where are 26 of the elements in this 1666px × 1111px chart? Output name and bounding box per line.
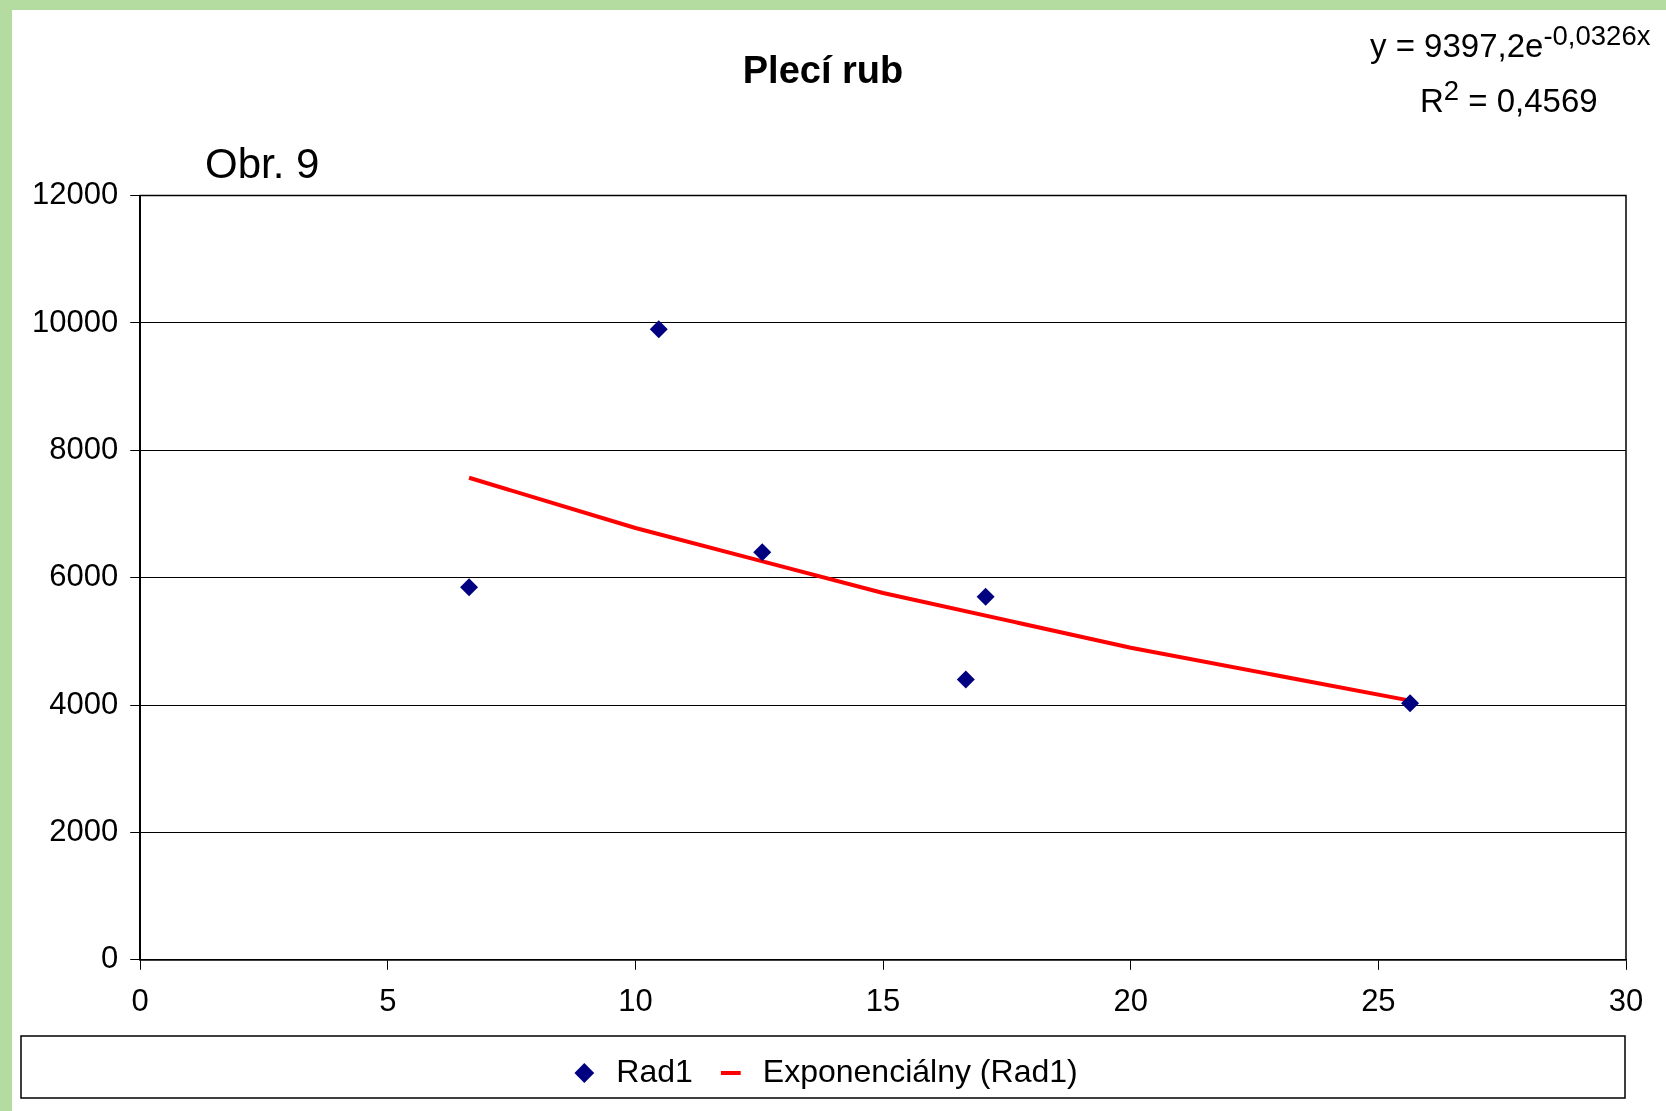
- x-tick-label: 10: [618, 982, 653, 1018]
- y-tick-label: 10000: [31, 303, 119, 339]
- legend-label: Rad1: [616, 1052, 693, 1089]
- x-tick-label: 25: [1361, 982, 1396, 1018]
- text: R$^{2}$ = 0,4569: [1420, 75, 1598, 120]
- point: [956, 670, 975, 689]
- x-tick-label: 30: [1608, 982, 1644, 1018]
- legend-label: Exponenciálny (Rad1): [762, 1052, 1078, 1089]
- y-tick-label: 2000: [49, 812, 119, 848]
- point: [1401, 694, 1420, 713]
- y-tick-label: 0: [100, 940, 119, 976]
- x-tick-label: 0: [131, 982, 149, 1018]
- point: [460, 578, 479, 597]
- x-tick-label: 5: [379, 982, 397, 1018]
- point: [753, 543, 772, 562]
- y-tick-label: 6000: [49, 558, 119, 594]
- y-tick-label: 4000: [49, 685, 119, 721]
- point: [649, 320, 668, 339]
- chart-title: Plecí rub: [742, 49, 904, 92]
- point: [976, 587, 995, 606]
- text: y = 9397,2e$^{-0,0326x}$: [1370, 20, 1651, 65]
- x-tick-label: 15: [865, 982, 901, 1018]
- text: Obr. 9: [205, 140, 320, 188]
- y-tick-label: 8000: [49, 430, 119, 466]
- y-tick-label: 12000: [31, 176, 119, 212]
- x-tick-label: 20: [1113, 982, 1148, 1018]
